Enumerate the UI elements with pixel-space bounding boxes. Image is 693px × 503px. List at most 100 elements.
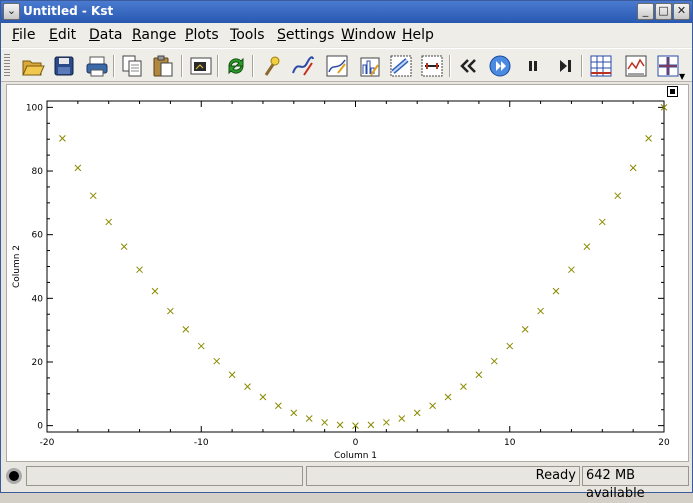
xy-mode-icon[interactable]	[623, 53, 649, 79]
y-axis-label: Column 2	[12, 245, 22, 288]
menu-plots[interactable]: Plots	[185, 27, 219, 43]
data-point	[568, 266, 575, 274]
data-point	[521, 326, 529, 333]
menu-window[interactable]: Window	[341, 27, 397, 43]
menu-settings[interactable]: Settings	[277, 27, 335, 43]
status-led-icon	[6, 468, 22, 484]
close-icon[interactable]: ✕	[673, 3, 690, 20]
x-tick-label: -10	[194, 438, 209, 448]
data-point	[598, 218, 606, 226]
data-point	[537, 307, 544, 315]
data-point	[321, 419, 329, 426]
toolbar-separator	[113, 55, 115, 77]
toolbar: ▼	[1, 48, 692, 82]
menu-bar: File Edit Data Range Plots Tools Setting…	[1, 23, 692, 47]
menu-data[interactable]: Data	[89, 27, 123, 43]
data-point	[275, 402, 282, 410]
print-icon[interactable]	[84, 53, 110, 79]
x-tick-label: 20	[658, 438, 670, 448]
data-point	[59, 135, 66, 142]
data-point	[444, 393, 452, 401]
data-point	[151, 287, 159, 295]
data-point	[305, 415, 313, 422]
plot-menu-icon[interactable]	[667, 86, 678, 97]
new-spectrum-icon[interactable]	[388, 53, 414, 79]
menu-help[interactable]: Help	[402, 27, 434, 43]
export-icon[interactable]	[188, 53, 214, 79]
menu-range[interactable]: Range	[132, 27, 177, 43]
menu-file[interactable]: File	[12, 27, 36, 43]
toolbar-separator	[217, 55, 219, 77]
toolbar-separator	[181, 55, 183, 77]
data-point	[660, 104, 668, 111]
toolbar-grip[interactable]	[4, 54, 10, 78]
new-curve-icon[interactable]	[290, 53, 316, 79]
x-tick-label: 10	[504, 438, 516, 448]
data-point	[120, 243, 128, 250]
x-axis-label: Column 1	[334, 451, 377, 461]
paste-icon[interactable]	[150, 53, 176, 79]
maximize-icon[interactable]: □	[655, 3, 672, 20]
toolbar-overflow-icon[interactable]: ▼	[679, 72, 686, 81]
minimize-icon[interactable]: _	[637, 3, 654, 20]
data-point	[89, 192, 97, 200]
window-menu-icon[interactable]: ⌄	[3, 3, 20, 20]
data-point	[290, 409, 298, 417]
layout-icon[interactable]	[655, 53, 681, 79]
data-point	[490, 357, 498, 365]
data-point	[367, 421, 375, 429]
data-point	[382, 419, 390, 426]
new-equation-icon[interactable]	[324, 53, 350, 79]
new-plugin-icon[interactable]	[419, 53, 445, 79]
data-point	[136, 266, 143, 274]
y-tick-label: 0	[37, 422, 43, 432]
back-icon[interactable]	[456, 53, 482, 79]
status-bar: Ready 642 MB available	[1, 464, 692, 501]
x-tick-label: 0	[353, 438, 359, 448]
data-point	[259, 393, 267, 401]
new-histogram-icon[interactable]	[356, 53, 382, 79]
data-point	[460, 383, 467, 391]
zoom-icon[interactable]	[588, 53, 614, 79]
scatter-chart[interactable]: -20 -10 0 10 20 0 20 40 60 80 100 Column 1 Column 2	[7, 85, 690, 463]
data-point	[413, 409, 421, 417]
toolbar-separator	[252, 55, 254, 77]
data-point	[197, 342, 205, 350]
data-wizard-icon[interactable]	[258, 53, 284, 79]
toolbar-separator	[581, 55, 583, 77]
menu-tools[interactable]: Tools	[230, 27, 265, 43]
data-point	[583, 243, 591, 250]
data-point	[475, 371, 483, 379]
data-point	[167, 307, 174, 315]
data-point	[645, 135, 652, 142]
data-point	[182, 326, 190, 333]
data-point	[213, 357, 221, 365]
copy-icon[interactable]	[119, 53, 145, 79]
reload-icon[interactable]	[223, 53, 249, 79]
y-tick-label: 20	[32, 358, 44, 368]
data-point	[74, 164, 82, 172]
y-tick-label: 60	[32, 231, 44, 241]
x-tick-label: -20	[40, 438, 55, 448]
data-point	[228, 371, 236, 379]
data-point	[614, 192, 622, 200]
menu-edit[interactable]: Edit	[49, 27, 77, 43]
save-icon[interactable]	[51, 53, 77, 79]
data-point	[105, 218, 113, 226]
y-tick-label: 40	[32, 294, 44, 304]
title-bar[interactable]: ⌄ Untitled - Kst _ □ ✕	[1, 1, 692, 23]
y-tick-label: 100	[26, 103, 43, 113]
data-point	[629, 164, 637, 172]
toolbar-separator	[449, 55, 451, 77]
plot-window[interactable]: -20 -10 0 10 20 0 20 40 60 80 100 Column 1 Column 2	[6, 84, 689, 462]
data-point	[506, 342, 514, 350]
pause-icon[interactable]	[520, 53, 546, 79]
advance-icon[interactable]	[552, 53, 578, 79]
open-icon[interactable]	[20, 53, 46, 79]
data-point	[552, 287, 560, 295]
y-tick-label: 80	[32, 167, 44, 177]
status-memory: 642 MB available	[582, 466, 689, 501]
play-icon[interactable]	[487, 53, 513, 79]
data-point	[244, 383, 251, 391]
